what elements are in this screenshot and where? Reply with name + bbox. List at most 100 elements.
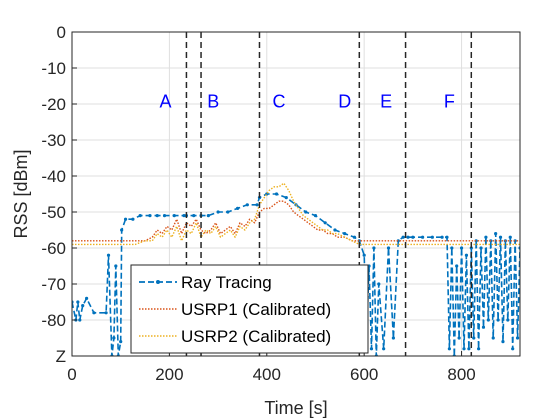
ray-tracing-marker [172, 214, 176, 218]
ray-tracing-marker [494, 232, 498, 236]
ray-tracing-marker [421, 235, 425, 239]
ray-tracing-marker [323, 221, 327, 225]
ray-tracing-marker [481, 325, 486, 329]
legend-label-1: USRP1 (Calibrated) [181, 300, 331, 319]
region-label-f: F [444, 92, 455, 112]
region-label-d: D [338, 92, 351, 112]
y-tick-label: Z [56, 347, 66, 366]
ray-tracing-marker [352, 235, 357, 239]
ray-tracing-marker [411, 235, 415, 239]
ray-tracing-marker [85, 296, 89, 300]
ray-tracing-marker [508, 235, 512, 239]
ray-tracing-marker [377, 282, 381, 286]
ray-tracing-marker [284, 196, 288, 200]
ray-tracing-marker [120, 228, 124, 232]
ray-tracing-marker [496, 318, 500, 322]
ray-tracing-marker [515, 336, 520, 340]
ray-tracing-marker [304, 210, 308, 214]
ray-tracing-marker [192, 214, 196, 218]
ray-tracing-marker [78, 318, 82, 322]
ray-tracing-marker [506, 318, 510, 322]
ray-tracing-marker [274, 192, 279, 196]
ray-tracing-marker [401, 235, 405, 239]
y-tick-label: -20 [41, 95, 66, 114]
ray-tracing-marker [114, 264, 118, 268]
ray-tracing-marker [123, 217, 128, 221]
ray-tracing-marker [343, 232, 347, 236]
ray-tracing-marker [445, 235, 449, 239]
y-tick-label: -10 [41, 59, 66, 78]
ray-tracing-marker [440, 235, 444, 239]
ray-tracing-marker [477, 347, 481, 351]
y-tick-label: -60 [41, 239, 66, 258]
ray-tracing-marker [382, 347, 386, 351]
ray-tracing-marker [245, 203, 249, 207]
ray-tracing-marker [472, 336, 476, 340]
ray-tracing-marker [131, 217, 135, 221]
ray-tracing-marker [396, 239, 400, 243]
ray-tracing-marker [369, 347, 374, 351]
region-label-a: A [159, 92, 171, 112]
ray-tracing-marker [362, 253, 366, 257]
legend: Ray Tracing USRP1 (Calibrated) USRP2 (Cali… [130, 264, 369, 354]
ray-tracing-marker [450, 246, 454, 250]
region-label-c: C [272, 92, 285, 112]
ray-tracing-marker [235, 206, 240, 210]
ray-tracing-marker [104, 311, 108, 315]
ray-tracing-marker [464, 253, 469, 257]
legend-label-2: USRP2 (Calibrated) [181, 327, 331, 346]
ray-tracing-marker [459, 246, 464, 250]
axis-ticks: 0 200 400 600 800 0 -10 -20 -30 -40 -50 -60 -70 -80 Z [41, 23, 475, 384]
ray-tracing-marker [357, 239, 361, 243]
ray-tracing-marker [498, 235, 503, 239]
y-tick-label: -40 [41, 167, 66, 186]
ray-tracing-marker [491, 336, 495, 340]
y-tick-label: -70 [41, 275, 66, 294]
ray-tracing-marker [511, 347, 515, 351]
ray-tracing-marker [182, 214, 186, 218]
ray-tracing-marker [484, 235, 488, 239]
ray-tracing-marker [313, 214, 318, 218]
ray-tracing-marker [162, 214, 167, 218]
ray-tracing-marker [216, 210, 220, 214]
series-line-1 [72, 200, 520, 242]
y-tick-label: -30 [41, 131, 66, 150]
x-tick-label: 200 [155, 365, 183, 384]
ray-tracing-marker [255, 203, 259, 207]
ray-tracing-marker [206, 214, 210, 218]
ray-tracing-marker [486, 318, 490, 322]
plot-frame [71, 31, 521, 357]
ray-tracing-marker [112, 336, 116, 340]
y-tick-label: -50 [41, 203, 66, 222]
ray-tracing-marker [76, 300, 80, 304]
x-tick-label: 0 [67, 365, 76, 384]
series-line-2 [72, 182, 520, 246]
ray-tracing-marker [474, 239, 478, 243]
ray-tracing-marker [226, 210, 230, 214]
series-line-0 [72, 193, 520, 356]
legend-label-0: Ray Tracing [181, 273, 272, 292]
legend-marker [156, 280, 160, 284]
x-tick-label: 800 [447, 365, 475, 384]
ray-tracing-marker [479, 246, 483, 250]
y-axis-title: RSS [dBm] [11, 149, 31, 238]
ray-tracing-marker [447, 347, 451, 351]
ray-tracing-marker [406, 235, 410, 239]
y-tick-label: -80 [41, 311, 66, 330]
x-tick-label: 600 [350, 365, 378, 384]
ray-tracing-marker [138, 214, 142, 218]
region-label-b: B [207, 92, 219, 112]
ray-tracing-marker [148, 214, 152, 218]
ray-tracing-marker [92, 311, 96, 315]
ray-tracing-marker [386, 246, 391, 250]
ray-tracing-marker [119, 340, 123, 344]
ray-tracing-marker [391, 336, 395, 340]
x-axis-title: Time [s] [264, 398, 327, 418]
region-label-e: E [380, 92, 392, 112]
ray-tracing-marker [155, 214, 159, 218]
ray-tracing-marker [455, 264, 459, 268]
ray-tracing-marker [333, 228, 337, 232]
ray-tracing-marker [106, 253, 111, 257]
ray-tracing-marker [81, 304, 85, 308]
